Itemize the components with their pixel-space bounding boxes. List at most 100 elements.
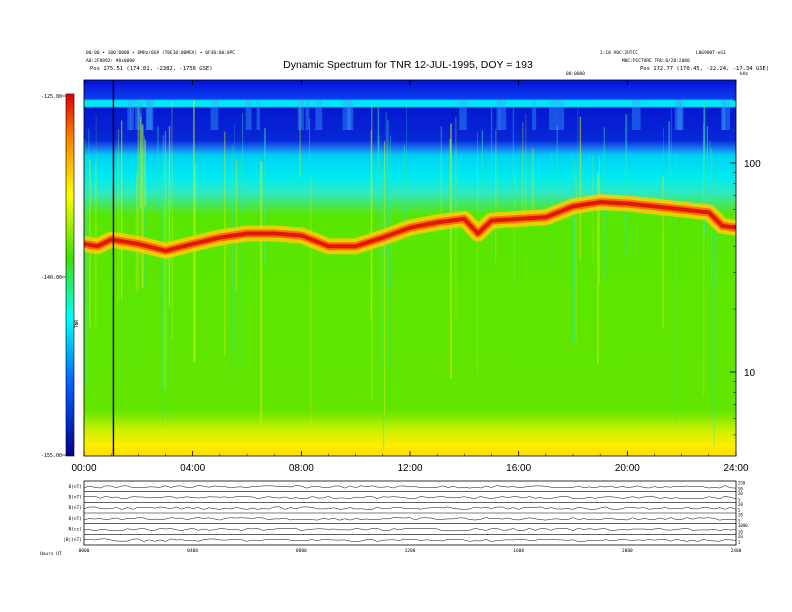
blue-patch [145,100,153,130]
spectrum-streak [299,102,301,177]
spectrum-streak [377,107,380,179]
parameter-panel-x-ticks: 0000 0400 0800 1200 1600 2000 2400 [79,548,742,554]
spectrum-streak [194,163,196,362]
spectrum-streak [481,130,483,212]
spectrum-streak [556,125,558,193]
spectrum-streak [579,116,582,260]
blue-patch [135,100,142,130]
spectrum-streak [455,173,458,238]
spectrum-streak [528,156,530,220]
header-right-line-2: L0G900T-eG1 [696,50,726,56]
spectrum-streak [703,100,706,236]
spectrum-streak [495,129,497,262]
blue-patch [499,100,507,130]
blue-patch [315,100,323,130]
spectrum-streak [599,156,600,283]
panel-row-min: 5 [738,508,741,513]
spectrum-streak [490,106,493,264]
x-tick-label: 20:00 [615,463,640,474]
spectrogram-background [84,80,736,456]
header-left-pos: Pos 175.51 (174.01, -2382, -1756 GSE) [90,66,213,72]
blue-patch [722,100,726,130]
blue-patch [631,100,641,130]
spectrum-streak [84,139,86,309]
spectrum-streak [168,126,171,308]
spectrum-streak [260,161,263,428]
panel-trace [83,495,737,500]
panel-trace [83,485,737,489]
blue-patch [146,100,154,130]
spectrum-streak [242,113,244,209]
header-left-line-1: 00:00 • 100:0000 • 6MHz/0GP (T0E10:00MEA… [86,50,235,56]
panel-trace [83,538,737,542]
spectrum-streak [240,157,243,370]
parameter-panel-rows: B(nT)25050B(nT)205B(nT)205B(nT)205N(cc)1… [63,481,748,546]
blue-patch [210,100,219,130]
panel-x-tick-label: 0000 [79,548,90,554]
colorbar-tick-label: -140.00 [41,275,62,281]
blue-patch [342,100,351,130]
x-tick-label: 16:00 [506,463,531,474]
spectrum-streak [385,112,387,289]
spectrum-streak [477,132,478,375]
spectrum-streak [381,169,383,371]
spectrum-streak [384,141,386,416]
spectrum-streak [522,122,524,224]
panel-row-max: 250 [738,481,746,486]
spectrum-streak [577,105,579,261]
panel-row-max: 20 [738,491,743,496]
spectrum-streak [140,116,142,209]
panel-row-max: 20 [738,502,743,507]
blue-patch [549,100,558,130]
x-tick-label: 24:00 [723,463,748,474]
spectrum-streak [514,169,516,285]
x-tick-label: 04:00 [180,463,205,474]
spectrum-streak [117,129,120,302]
spectrum-streak [668,121,670,188]
spectrum-streak [575,174,577,342]
blue-patch [721,100,731,130]
header-right-pos: Pos 172.77 (170.45, -22.24, -17.34 GSE) [640,66,769,72]
spectrum-streak [370,130,372,320]
y-tick-label: 100 [744,159,761,170]
colorbar-ticks: -125.00 -140.00 -155.00 [41,94,66,459]
panel-row-max: 20 [738,513,743,518]
freq-unit-label: kHz [740,71,748,77]
panel-x-tick-label: 0800 [296,548,307,554]
panel-trace [83,506,737,510]
blue-patch [677,100,684,130]
spectrum-streak [625,114,628,257]
panel-row-max: 1000 [738,523,748,528]
spectrum-streak [264,128,266,266]
spectrum-streak [525,113,527,222]
spectrum-streak [450,123,452,378]
panel-row-min: 1 [738,540,741,545]
header-right-line-3: M0C:PICTURE TRU:8/20:2080 [622,58,690,64]
spectrum-streak [144,139,146,207]
blue-patch [130,100,134,130]
spectrum-streak [157,126,159,211]
spectrum-streak [702,124,705,397]
spectrum-streak [162,171,165,391]
panel-x-tick-label: 2400 [731,548,742,554]
blue-patch [256,100,260,130]
panel-row-label: B(nT) [68,484,82,490]
panel-row-max: 20 [738,534,743,539]
blue-patch [532,100,537,130]
spectrum-streak [121,120,123,300]
spectrum-streak [597,173,599,364]
spectrum-streak [138,105,139,211]
panel-row-min: 50 [738,487,743,492]
spectrum-streak [135,174,138,292]
spectrum-streak [512,106,515,286]
spectrum-streak [141,124,144,289]
spectrum-streak [663,127,664,248]
panel-row-min: 10 [738,529,743,534]
x-tick-label: 08:00 [289,463,314,474]
panel-row-min: 5 [738,519,741,524]
panel-row-label: N(cc) [68,527,82,533]
blue-patch [297,100,304,130]
blue-patch [305,100,310,130]
y-axis-ticks: 100 10 [730,99,761,436]
